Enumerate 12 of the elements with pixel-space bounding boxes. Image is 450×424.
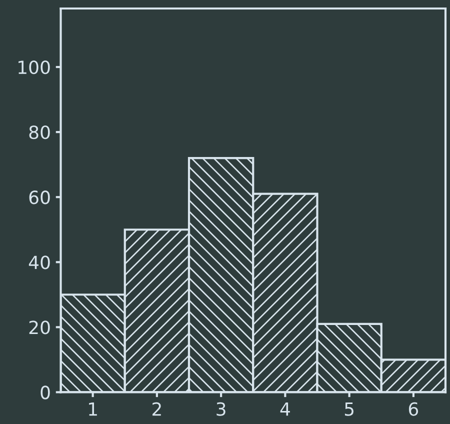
x-tick-label: 3 <box>216 402 226 416</box>
x-tick-label: 6 <box>408 402 418 416</box>
x-tick-label: 5 <box>344 402 354 416</box>
y-tick-label: 0 <box>40 386 50 400</box>
y-tick-label: 80 <box>29 126 50 140</box>
x-tick-label: 1 <box>89 402 97 416</box>
y-tick-label: 40 <box>28 256 50 270</box>
y-tick-label: 100 <box>18 60 50 74</box>
x-tick-label: 4 <box>280 402 290 416</box>
x-tick-label: 2 <box>152 402 161 416</box>
y-tick-label: 60 <box>29 190 50 204</box>
y-tick-label: 20 <box>29 320 50 334</box>
